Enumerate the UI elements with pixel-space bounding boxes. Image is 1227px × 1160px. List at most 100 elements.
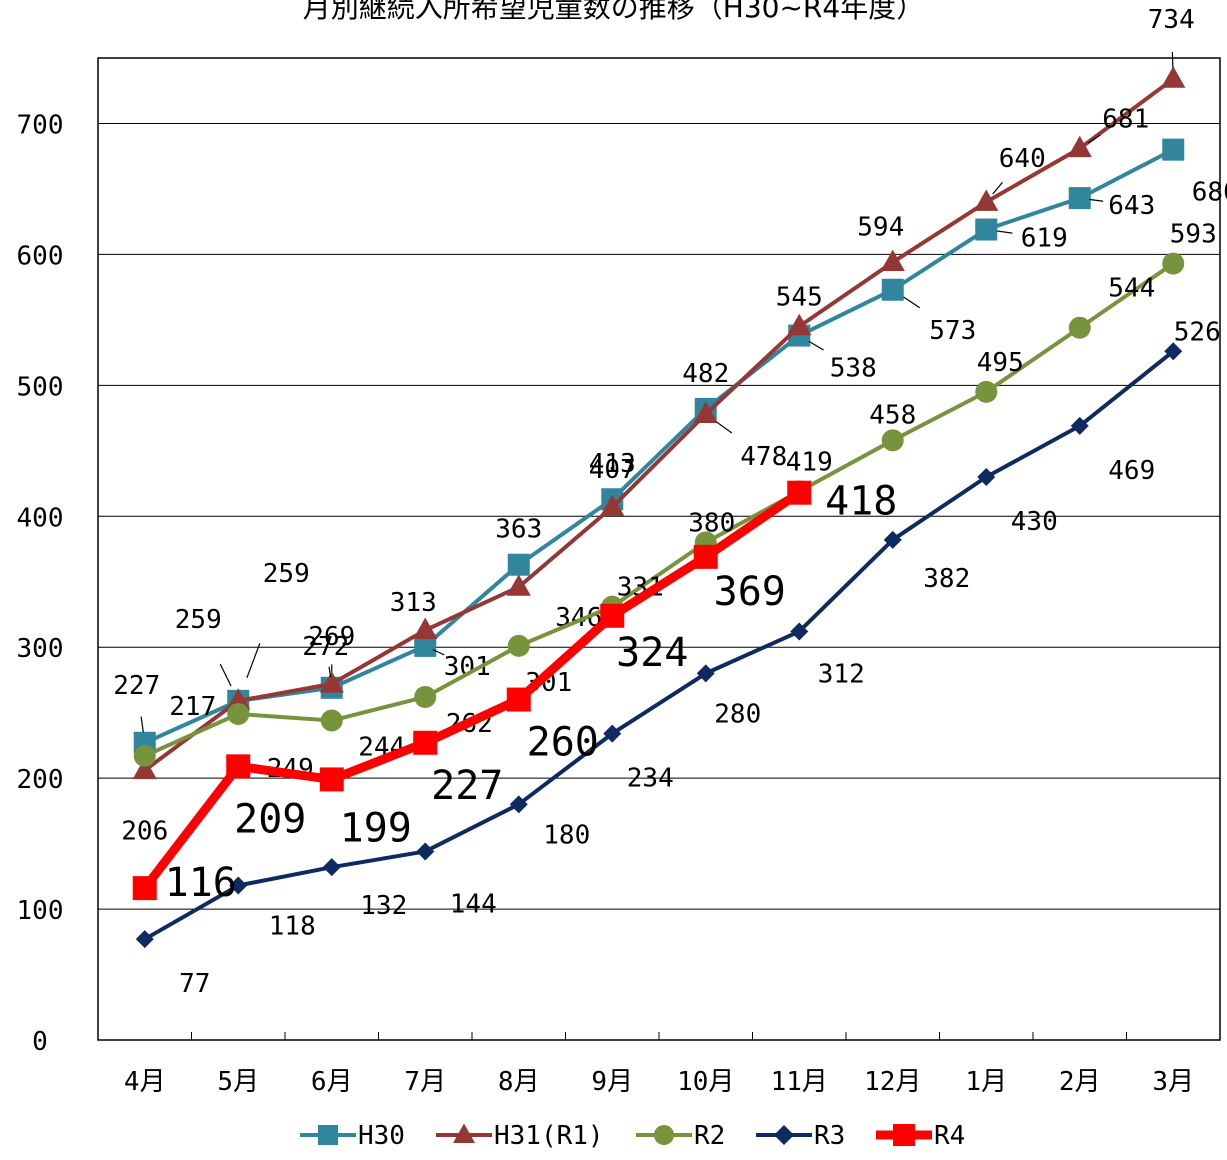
legend-label-R2: R2 [694, 1121, 725, 1151]
data-point-H30 [975, 218, 998, 241]
data-label: 469 [1108, 456, 1155, 486]
x-tick-label: 8月 [498, 1067, 540, 1097]
data-label: 407 [589, 455, 636, 485]
x-tick-label: 4月 [124, 1067, 166, 1097]
data-label: 430 [1011, 507, 1058, 537]
data-point-R3 [229, 876, 248, 895]
data-point-H31(R1) [132, 757, 157, 780]
data-point-R3 [883, 530, 902, 549]
data-point-H31(R1) [1067, 135, 1092, 158]
data-label: 206 [121, 816, 168, 846]
data-point-H30 [1068, 187, 1091, 210]
data-label: 619 [1021, 224, 1068, 254]
label-leader [432, 648, 445, 656]
data-label: 313 [390, 588, 437, 618]
data-point-R3 [416, 842, 435, 861]
data-label: 413 [589, 449, 636, 479]
data-label: 418 [825, 479, 897, 525]
data-point-H31(R1) [226, 688, 251, 710]
data-label: 199 [340, 805, 412, 851]
data-point-R3 [135, 930, 154, 949]
data-point-R2 [133, 744, 156, 767]
data-label: 324 [616, 630, 688, 676]
data-label: 545 [776, 282, 823, 312]
data-label: 227 [431, 763, 503, 809]
data-label: 495 [977, 348, 1024, 378]
data-label: 526 [1174, 317, 1221, 347]
label-leader [246, 643, 261, 679]
y-tick-label: 300 [17, 634, 64, 664]
legend-marker-R2 [654, 1125, 674, 1145]
legend-label-R3: R3 [814, 1121, 845, 1151]
data-label: 544 [1108, 274, 1155, 304]
data-point-R4 [506, 687, 531, 712]
data-point-R2 [1068, 316, 1091, 339]
data-label: 363 [495, 515, 542, 545]
data-point-R3 [1164, 342, 1183, 361]
y-tick-label: 200 [17, 765, 64, 795]
label-leader [328, 666, 332, 678]
data-point-R2 [320, 709, 343, 732]
data-label: 209 [234, 796, 306, 842]
chart-title: 月別継続入所希望児童数の推移（H30~R4年度） [302, 0, 925, 24]
data-label: 382 [923, 564, 970, 594]
label-leader [715, 421, 733, 434]
series-line-R4 [141, 488, 802, 891]
legend-marker-H31(R1) [453, 1123, 475, 1143]
data-point-R2 [881, 429, 904, 452]
data-point-R3 [603, 724, 622, 743]
data-point-H31(R1) [787, 313, 812, 336]
data-label: 260 [527, 720, 599, 766]
data-label: 573 [929, 316, 976, 346]
label-leader [219, 663, 232, 687]
data-point-H30 [414, 634, 437, 657]
data-point-R2 [1162, 252, 1185, 275]
data-point-R3 [509, 795, 528, 814]
label-leader [996, 230, 1013, 234]
data-point-H30 [507, 553, 530, 576]
data-label: 478 [740, 442, 787, 472]
data-label: 180 [543, 820, 590, 850]
legend-marker-R4 [893, 1124, 915, 1146]
data-label: 280 [714, 699, 761, 729]
legend-label-H30: H30 [358, 1121, 405, 1151]
data-label: 217 [169, 692, 216, 722]
legend-label-R4: R4 [934, 1121, 965, 1151]
data-point-R2 [414, 685, 437, 708]
data-point-H31(R1) [880, 249, 905, 272]
data-point-H31(R1) [319, 671, 344, 693]
data-label: 269 [308, 622, 355, 652]
label-leader [992, 181, 1003, 195]
x-tick-label: 12月 [864, 1067, 921, 1097]
data-point-H31(R1) [600, 494, 625, 516]
label-leader [1089, 198, 1104, 202]
label-leader [140, 716, 144, 733]
data-point-R3 [696, 664, 715, 683]
data-point-R2 [507, 634, 530, 657]
data-label: 640 [999, 144, 1046, 174]
data-point-R4 [787, 480, 812, 505]
legend-label-H31(R1): H31(R1) [494, 1121, 604, 1151]
x-tick-label: 10月 [677, 1067, 734, 1097]
data-label: 458 [869, 400, 916, 430]
x-tick-label: 2月 [1059, 1067, 1101, 1097]
x-tick-label: 1月 [965, 1067, 1007, 1097]
data-point-H30 [1162, 138, 1185, 161]
data-point-R4 [600, 603, 625, 628]
data-label: 419 [786, 447, 833, 477]
data-point-R4 [413, 730, 438, 755]
series-line-R3 [143, 349, 1175, 941]
data-point-R2 [227, 702, 250, 725]
series-line-H30 [143, 147, 1175, 745]
data-label: 259 [263, 559, 310, 589]
data-label: 132 [360, 891, 407, 921]
y-tick-label: 0 [32, 1027, 48, 1057]
data-label: 116 [165, 860, 237, 906]
data-point-R3 [790, 622, 809, 641]
data-label: 538 [830, 354, 877, 384]
series-line-R2 [143, 261, 1175, 758]
legend-marker-H30 [318, 1125, 338, 1145]
data-label: 259 [175, 605, 222, 635]
data-label: 369 [714, 569, 786, 615]
